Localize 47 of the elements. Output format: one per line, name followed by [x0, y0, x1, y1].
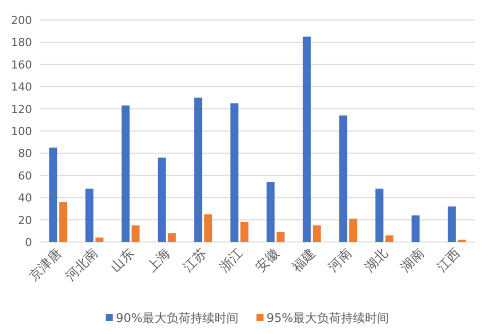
x-tick-label: 上海 [144, 246, 174, 276]
y-tick-label: 0 [25, 236, 32, 249]
y-tick-label: 160 [11, 58, 32, 72]
x-tick-label: 浙江 [217, 246, 246, 276]
y-tick-label: 140 [11, 80, 32, 94]
bar [204, 214, 212, 242]
x-tick-label: 安徽 [252, 246, 282, 276]
bar [448, 206, 456, 242]
bar [95, 238, 104, 242]
y-tick-label: 120 [11, 102, 32, 116]
bar [168, 233, 176, 242]
y-tick-label: 40 [18, 192, 32, 205]
bar [194, 98, 202, 242]
bar [312, 225, 321, 242]
y-tick-label: 80 [18, 147, 32, 160]
y-tick-label: 180 [11, 36, 32, 50]
x-tick-label: 湖南 [398, 246, 428, 276]
bar [85, 188, 94, 242]
y-tick-label: 100 [11, 125, 32, 138]
bar [412, 215, 420, 242]
bar [339, 115, 348, 242]
bar [230, 103, 238, 242]
bar [302, 36, 311, 242]
bar [385, 235, 394, 242]
y-tick-label: 200 [11, 14, 32, 27]
bar [122, 105, 130, 242]
x-tick-label: 江西 [434, 246, 464, 276]
bar [158, 158, 166, 242]
x-tick-label: 山东 [108, 246, 138, 276]
bar [276, 232, 285, 242]
bar [49, 148, 58, 242]
bar [132, 225, 140, 242]
bar [59, 202, 68, 242]
y-tick-label: 20 [18, 214, 32, 227]
bar [240, 222, 248, 242]
x-tick-label: 京津唐 [26, 246, 65, 284]
bar [349, 218, 358, 242]
x-tick-label: 江苏 [180, 246, 210, 276]
x-tick-label: 河南 [326, 246, 355, 276]
bar [266, 182, 275, 242]
y-tick-label: 60 [18, 169, 32, 182]
legend-label: 95%最大负荷持续时间 [266, 311, 390, 325]
legend-label: 90%最大负荷持续时间 [116, 311, 238, 325]
x-tick-label: 湖北 [362, 246, 392, 276]
bar [375, 188, 384, 242]
x-tick-label: 河北南 [63, 246, 102, 284]
x-tick-label: 福建 [290, 246, 319, 276]
